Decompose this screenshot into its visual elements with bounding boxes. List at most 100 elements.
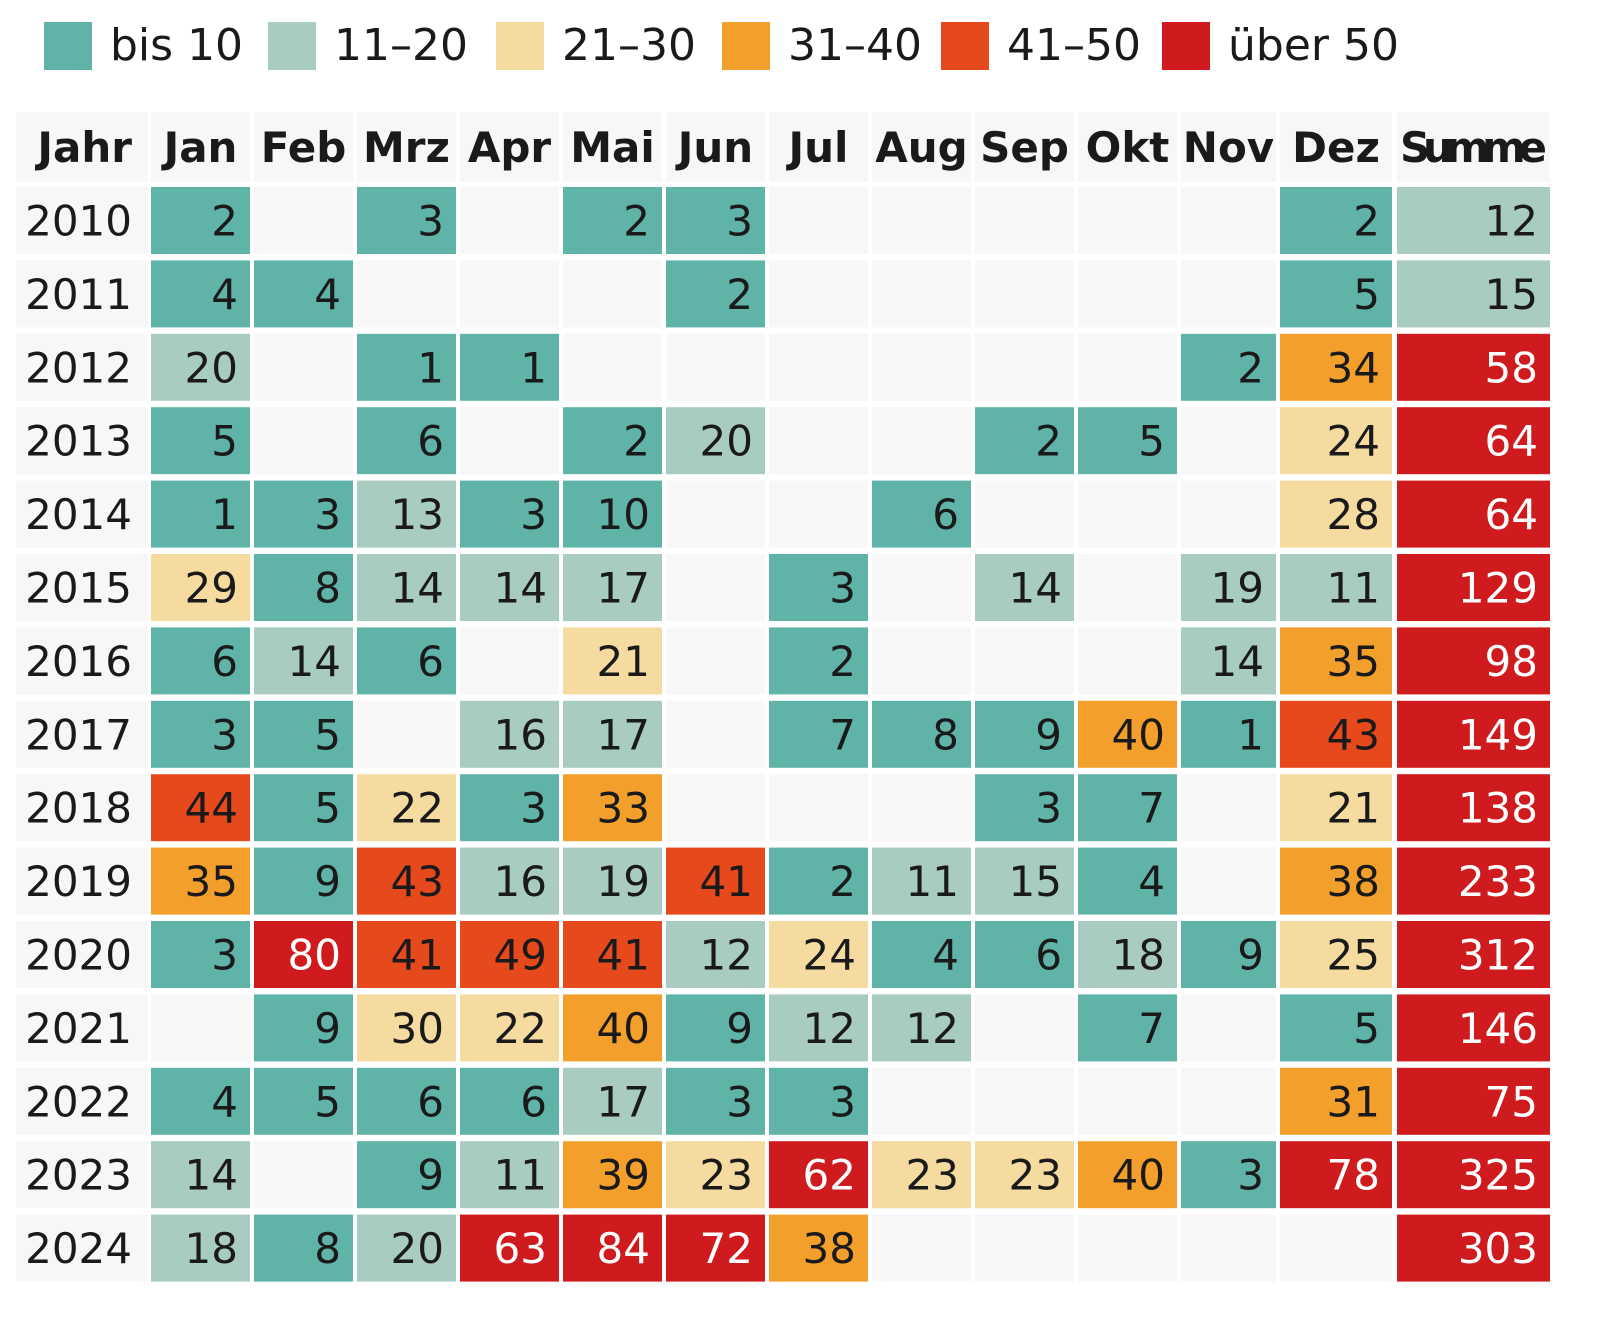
heatmap-cell (357, 774, 456, 842)
heatmap-cell (1280, 627, 1392, 695)
sum-cell (1397, 774, 1550, 842)
cell-label: 17 (597, 710, 650, 759)
cell-label: 41 (700, 857, 753, 906)
cell-label: 12 (700, 931, 753, 980)
heatmap-cell (254, 1214, 353, 1282)
cell-label: 6 (1035, 931, 1062, 980)
column-header: Nov (1183, 123, 1274, 172)
heatmap-cell (769, 847, 868, 915)
cell-label: 80 (288, 931, 341, 980)
cell-label: 2 (829, 857, 856, 906)
heatmap-cell (1078, 1067, 1177, 1135)
cell-label: 12 (803, 1004, 856, 1053)
heatmap-cell (1078, 774, 1177, 842)
header-cell (872, 112, 971, 182)
heatmap-cell (460, 1067, 559, 1135)
heatmap-cell (975, 994, 1074, 1062)
heatmap-cell (254, 554, 353, 621)
heatmap-cell (563, 1214, 662, 1282)
sum-cell (1397, 260, 1550, 328)
heatmap-cell (975, 847, 1074, 915)
heatmap-cell (872, 480, 971, 548)
heatmap-cell (666, 1214, 765, 1282)
heatmap-cell (872, 260, 971, 328)
year-label: 2019 (25, 857, 132, 906)
cell-label: 14 (391, 564, 444, 613)
heatmap-cell (460, 187, 559, 254)
row-header-cell (16, 1214, 148, 1282)
row-header-cell (16, 554, 148, 621)
sum-cell (1397, 921, 1550, 988)
cell-label: 9 (314, 857, 341, 906)
cell-label: 35 (1327, 637, 1380, 686)
heatmap-cell (254, 1067, 353, 1135)
cell-label: 19 (1211, 564, 1264, 613)
heatmap-cell (1280, 1214, 1392, 1282)
column-header: Sep (980, 123, 1069, 172)
heatmap-cell (563, 700, 662, 768)
cell-label: 17 (597, 564, 650, 613)
heatmap-cell (254, 700, 353, 768)
heatmap-cell (872, 1214, 971, 1282)
cell-label: 19 (597, 857, 650, 906)
heatmap-cell (563, 774, 662, 842)
cell-label: 3 (1237, 1151, 1264, 1200)
heatmap-cell (357, 333, 456, 401)
legend-label: 21–30 (562, 20, 696, 71)
column-header: Feb (261, 123, 347, 172)
sum-label: 58 (1485, 343, 1538, 392)
sum-label: 303 (1458, 1224, 1538, 1273)
heatmap-cell (1280, 1067, 1392, 1135)
legend-swatch (722, 22, 770, 70)
heatmap-cell (151, 554, 250, 621)
heatmap-cell (1078, 847, 1177, 915)
cell-label: 6 (520, 1077, 547, 1126)
cell-label: 84 (597, 1224, 650, 1273)
cell-label: 7 (1138, 1004, 1165, 1053)
heatmap-cell (1078, 333, 1177, 401)
heatmap-cell (872, 847, 971, 915)
heatmap-cell (666, 994, 765, 1062)
heatmap-cell (357, 480, 456, 548)
cell-label: 25 (1327, 931, 1380, 980)
year-label: 2017 (25, 710, 132, 759)
heatmap-cell (1181, 480, 1276, 548)
cell-label: 12 (906, 1004, 959, 1053)
heatmap-cell (254, 407, 353, 475)
column-header: Apr (468, 123, 552, 172)
heatmap-cell (460, 921, 559, 988)
heatmap-cell (1181, 994, 1276, 1062)
heatmap-cell (357, 260, 456, 328)
heatmap-cell (1280, 700, 1392, 768)
legend-label: 11–20 (334, 20, 468, 71)
header-cell (151, 112, 250, 182)
heatmap-cell (357, 1214, 456, 1282)
cell-label: 3 (726, 1077, 753, 1126)
cell-label: 14 (185, 1151, 238, 1200)
heatmap-cell (563, 480, 662, 548)
cell-label: 43 (1327, 710, 1380, 759)
column-header: Jun (675, 123, 753, 172)
heatmap-cell (460, 700, 559, 768)
heatmap-cell (975, 1141, 1074, 1209)
heatmap-cell (872, 187, 971, 254)
cell-label: 4 (314, 270, 341, 319)
heatmap-cell (460, 407, 559, 475)
cell-label: 9 (1237, 931, 1264, 980)
heatmap-cell (666, 260, 765, 328)
heatmap-cell (151, 1067, 250, 1135)
column-header: Summe (1400, 123, 1547, 172)
heatmap-cell (151, 1141, 250, 1209)
heatmap-cell (460, 847, 559, 915)
row-header-cell (16, 260, 148, 328)
heatmap-cell (1078, 1214, 1177, 1282)
cell-label: 10 (597, 490, 650, 539)
cell-label: 14 (1009, 564, 1062, 613)
sum-label: 64 (1485, 490, 1538, 539)
cell-label: 20 (391, 1224, 444, 1273)
cell-label: 14 (1211, 637, 1264, 686)
heatmap-cell (563, 1067, 662, 1135)
year-label: 2022 (25, 1077, 132, 1126)
legend-swatch (44, 22, 92, 70)
year-label: 2018 (25, 784, 132, 833)
